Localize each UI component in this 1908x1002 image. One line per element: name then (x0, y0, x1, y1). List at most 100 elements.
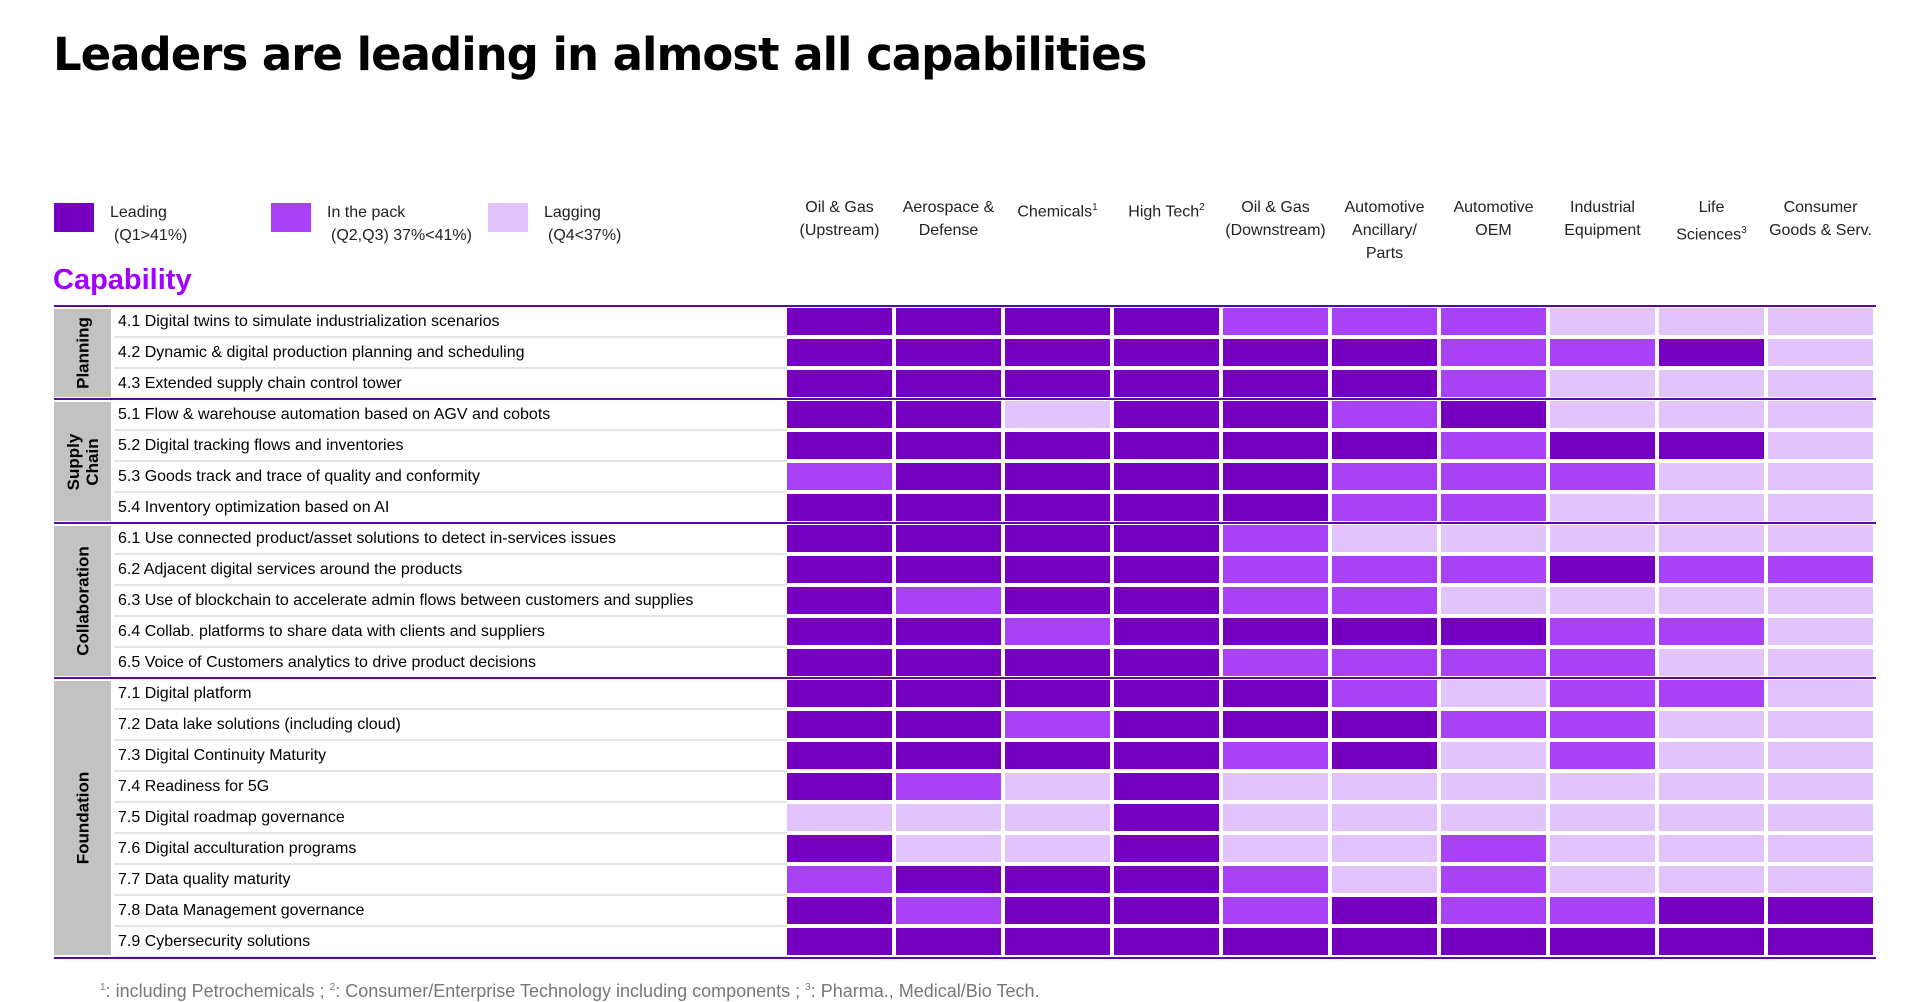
heatmap-cell (787, 804, 892, 831)
heatmap-cell (1223, 711, 1328, 738)
heatmap-cell (1659, 308, 1764, 335)
heatmap-cell (1114, 928, 1219, 955)
column-header-text: Aerospace & (902, 199, 995, 216)
heatmap-cell (787, 680, 892, 707)
heatmap-cell (1223, 866, 1328, 893)
heatmap-cell (787, 649, 892, 676)
footnote-sup-1: 1 (100, 982, 106, 993)
heatmap-cell (1659, 711, 1764, 738)
heatmap-cell (1114, 308, 1219, 335)
column-header-text: Consumer (1783, 199, 1858, 216)
heatmap-cell (1005, 897, 1110, 924)
heatmap-cell (1114, 494, 1219, 521)
group-label-box: Supply Chain (54, 402, 111, 521)
row-label: 4.1 Digital twins to simulate industrial… (118, 313, 500, 330)
heatmap-cell (1550, 649, 1655, 676)
heatmap-cell (787, 711, 892, 738)
heatmap-cell (896, 370, 1001, 397)
capability-label: Capability (53, 264, 192, 296)
heatmap-cell (1005, 494, 1110, 521)
column-header-text: Parts (1365, 245, 1404, 262)
heatmap-cell (1659, 401, 1764, 428)
column-header: Oil & Gas (Downstream) (1223, 196, 1329, 242)
column-header: Automotive OEM (1441, 196, 1547, 242)
column-header-line: Parts (1332, 242, 1438, 265)
heatmap-cell (1659, 866, 1764, 893)
heatmap-cell (1441, 711, 1546, 738)
heatmap-cell (1441, 401, 1546, 428)
heatmap-cell (1332, 711, 1437, 738)
heatmap-cell (1659, 804, 1764, 831)
heatmap-cell (1659, 928, 1764, 955)
group-label-line: Supply (63, 433, 83, 490)
heatmap-cell (1659, 897, 1764, 924)
heatmap-cell (1550, 463, 1655, 490)
heatmap-cell (1332, 494, 1437, 521)
heatmap-cell (1768, 587, 1873, 614)
column-header-text: Chemicals (1017, 203, 1093, 221)
row-label: 7.5 Digital roadmap governance (118, 809, 345, 826)
heatmap-cell (1005, 463, 1110, 490)
heatmap-cell (787, 370, 892, 397)
legend-swatch (54, 203, 94, 232)
heatmap-cell (1659, 835, 1764, 862)
heatmap-cell (1659, 494, 1764, 521)
group-label: Collaboration (73, 546, 92, 656)
heatmap-cell (1223, 649, 1328, 676)
heatmap-cell (1114, 773, 1219, 800)
heatmap-cell (1005, 556, 1110, 583)
heatmap-cell (787, 308, 892, 335)
heatmap-cell (1768, 556, 1873, 583)
heatmap-cell (1768, 525, 1873, 552)
column-header: Industrial Equipment (1550, 196, 1656, 242)
row-label: 6.3 Use of blockchain to accelerate admi… (118, 592, 694, 609)
heatmap-cell (1768, 773, 1873, 800)
column-header-line: OEM (1441, 219, 1547, 242)
heatmap-cell (1659, 525, 1764, 552)
heatmap-cell (896, 432, 1001, 459)
heatmap-cell (896, 680, 1001, 707)
heatmap-cell (1005, 525, 1110, 552)
heatmap-cell (1332, 587, 1437, 614)
heatmap-cell (1332, 432, 1437, 459)
heatmap-cell (1550, 928, 1655, 955)
heatmap-cell (787, 773, 892, 800)
column-header-text: High Tech (1128, 203, 1200, 221)
heatmap-cell (896, 525, 1001, 552)
heatmap-cell (1005, 773, 1110, 800)
heatmap-cell (1550, 587, 1655, 614)
heatmap-cell (1332, 649, 1437, 676)
column-header-line: Aerospace & (896, 196, 1002, 219)
heatmap-cell (1223, 401, 1328, 428)
group-label: Planning (73, 317, 92, 389)
heatmap-cell (1005, 401, 1110, 428)
heatmap-cell (1659, 370, 1764, 397)
row-label: 5.2 Digital tracking flows and inventori… (118, 437, 404, 454)
heatmap-cell (896, 649, 1001, 676)
heatmap-cell (1332, 866, 1437, 893)
heatmap-cell (896, 618, 1001, 645)
heatmap-cell (896, 494, 1001, 521)
heatmap-cell (896, 556, 1001, 583)
heatmap-cell (896, 339, 1001, 366)
heatmap-cell (787, 742, 892, 769)
group-label-box: Collaboration (54, 526, 111, 676)
heatmap-cell (1550, 308, 1655, 335)
heatmap-cell (787, 897, 892, 924)
heatmap-cell (1005, 742, 1110, 769)
heatmap-cell (1005, 432, 1110, 459)
column-header-text: Sciences (1676, 226, 1742, 244)
legend-swatch (271, 203, 311, 232)
heatmap-cell (1223, 587, 1328, 614)
heatmap-cell (787, 866, 892, 893)
heatmap-cell (787, 928, 892, 955)
row-label: 7.4 Readiness for 5G (118, 778, 270, 795)
heatmap-cell (787, 835, 892, 862)
heatmap-cell (1223, 370, 1328, 397)
heatmap-cell (1114, 556, 1219, 583)
column-header-text: Goods & Serv. (1769, 222, 1872, 239)
heatmap-cell (1332, 835, 1437, 862)
heatmap-cell (1114, 742, 1219, 769)
heatmap-cell (1223, 556, 1328, 583)
column-header-line: Ancillary/ (1332, 219, 1438, 242)
